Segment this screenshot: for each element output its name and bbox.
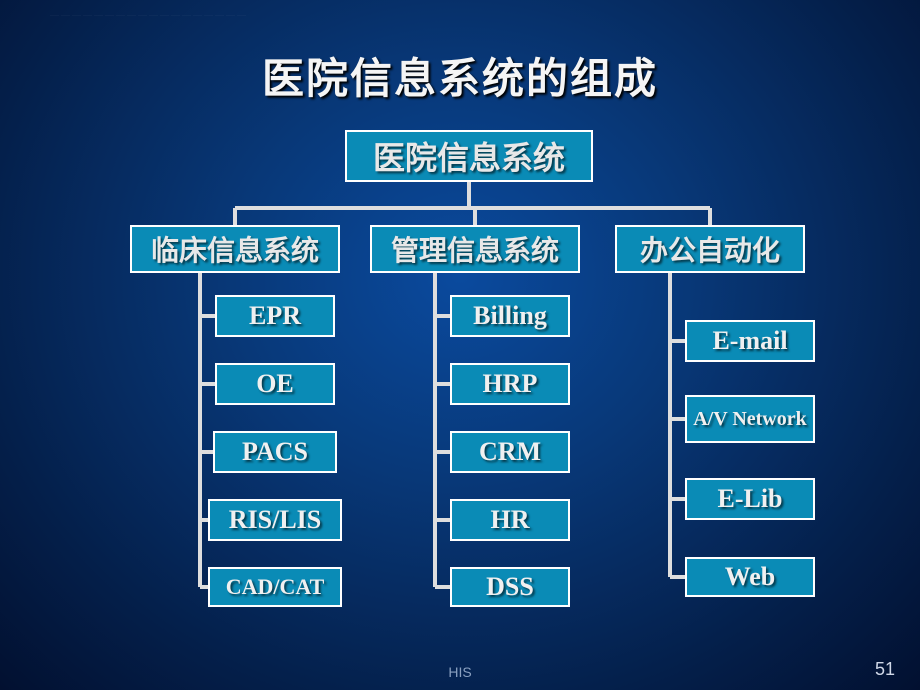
category-box: 临床信息系统 — [130, 225, 340, 273]
leaf-box: RIS/LIS — [208, 499, 342, 541]
leaf-box: DSS — [450, 567, 570, 607]
leaf-box: E-Lib — [685, 478, 815, 520]
leaf-box: CRM — [450, 431, 570, 473]
leaf-box: CAD/CAT — [208, 567, 342, 607]
category-box: 管理信息系统 — [370, 225, 580, 273]
slide-title: 医院信息系统的组成 — [0, 45, 920, 106]
leaf-box: Billing — [450, 295, 570, 337]
leaf-box: HRP — [450, 363, 570, 405]
leaf-box: A/V Network — [685, 395, 815, 443]
footer-page: 51 — [875, 659, 895, 680]
leaf-box: E-mail — [685, 320, 815, 362]
leaf-box: Web — [685, 557, 815, 597]
footer-label: HIS — [448, 664, 471, 680]
leaf-box: HR — [450, 499, 570, 541]
category-box: 办公自动化 — [615, 225, 805, 273]
watermark: —————————————————— — [50, 10, 248, 20]
root-box: 医院信息系统 — [345, 130, 593, 182]
leaf-box: PACS — [213, 431, 337, 473]
leaf-box: OE — [215, 363, 335, 405]
leaf-box: EPR — [215, 295, 335, 337]
